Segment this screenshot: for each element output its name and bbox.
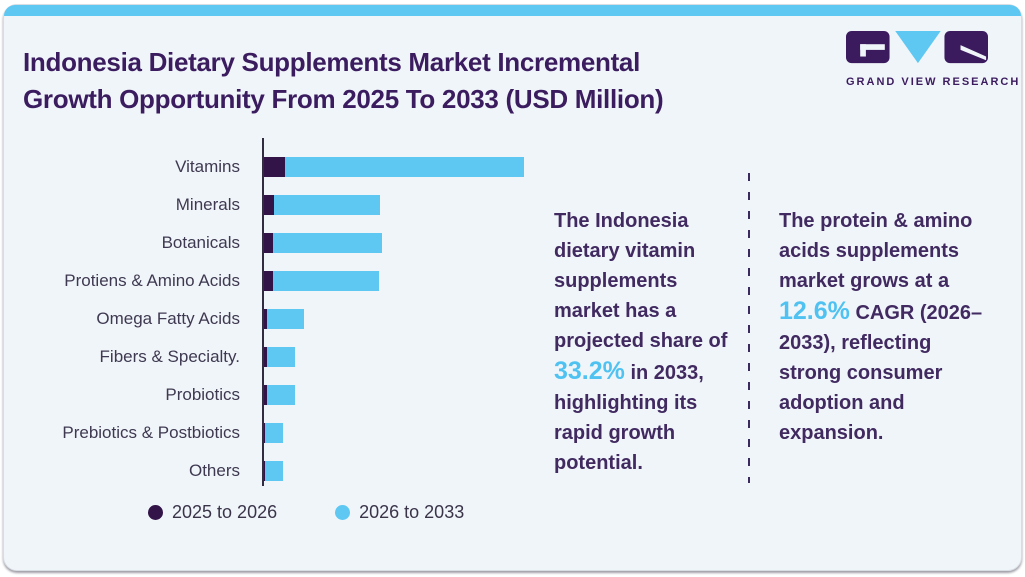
bar-track [264,233,382,253]
bar-segment-2025-to-2026 [264,423,265,443]
top-accent-strip [4,5,1021,16]
logo-g-notch-h [860,44,885,50]
bar-row: Prebiotics & Postbiotics [26,414,536,452]
bar-row: Botanicals [26,224,536,262]
bar-segment-2025-to-2026 [264,271,273,291]
category-label: Protiens & Amino Acids [64,271,240,290]
bar-segment-2025-to-2026 [264,347,267,367]
grand-view-research-logo: GRAND VIEW RESEARCH [846,29,1021,88]
legend-label: 2025 to 2026 [172,502,278,522]
bar-track [264,347,295,367]
bar-segment-2026-to-2033 [273,233,382,253]
insight-1-highlight: 33.2% [554,357,625,385]
bar-row: Fibers & Specialty. [26,338,536,376]
bar-segment-2025-to-2026 [264,233,273,253]
bar-segment-2026-to-2033 [273,271,379,291]
bar-segment-2026-to-2033 [267,309,304,329]
category-label: Botanicals [161,233,240,252]
dashed-divider [748,173,750,483]
category-label: Probiotics [165,385,240,404]
bar-segment-2026-to-2033 [265,423,283,443]
infographic-card: Indonesia Dietary Supplements Market Inc… [3,4,1022,571]
legend-item: 2025 to 2026 [148,502,277,523]
insight-text-protein: The protein & amino acids supplements ma… [779,206,997,448]
logo-v-triangle [895,30,941,64]
legend-dot [148,505,163,520]
title-line-1: Indonesia Dietary Supplements Market Inc… [23,47,641,78]
bar-track [264,309,304,329]
legend-dot [335,505,351,520]
insight-1-post: in 2033, highlighting its rapid growth p… [554,362,704,474]
bar-track [264,195,380,215]
gvr-logo-icon [846,30,988,64]
category-label: Prebiotics & Postbiotics [62,423,240,442]
bar-segment-2025-to-2026 [264,385,267,405]
bar-segment-2025-to-2026 [264,309,267,329]
bar-segment-2026-to-2033 [285,157,524,177]
category-label: Omega Fatty Acids [96,309,240,328]
title-line-2: Growth Opportunity From 2025 To 2033 (US… [23,84,664,115]
logo-g-notch-v [860,44,866,57]
legend-item: 2026 to 2033 [335,502,464,523]
bar-track [264,423,283,443]
category-label: Vitamins [175,157,240,176]
bar-rows: Vitamins Minerals Botanicals Protiens & Ami… [26,138,536,490]
insight-2-post: CAGR (2026–2033), reflecting strong cons… [779,302,983,444]
bar-row: Minerals [26,186,536,224]
category-label: Minerals [175,195,240,214]
bar-row: Protiens & Amino Acids [26,262,536,300]
bar-segment-2026-to-2033 [267,385,295,405]
bar-chart: Vitamins Minerals Botanicals Protiens & Ami… [26,138,536,523]
category-label: Fibers & Specialty. [99,347,240,366]
insight-text-vitamins: The Indonesia dietary vitamin supplement… [554,206,740,478]
bar-segment-2025-to-2026 [264,461,265,481]
bar-segment-2026-to-2033 [265,461,283,481]
logo-wordmark: GRAND VIEW RESEARCH [846,76,1021,88]
bar-track [264,461,283,481]
chart-axis-line [262,138,264,486]
legend-label: 2026 to 2033 [359,502,465,522]
insight-2-highlight: 12.6% [779,297,850,325]
bar-segment-2025-to-2026 [264,195,274,215]
bar-row: Vitamins [26,148,536,186]
bar-segment-2026-to-2033 [274,195,380,215]
bar-segment-2026-to-2033 [267,347,295,367]
insight-1-pre: The Indonesia dietary vitamin supplement… [554,210,728,352]
bar-row: Omega Fatty Acids [26,300,536,338]
logo-r-notch [960,45,987,61]
bar-track [264,271,379,291]
category-label: Others [188,461,240,480]
bar-row: Probiotics [26,376,536,414]
bar-track [264,385,295,405]
bar-track [264,157,524,177]
page-title: Indonesia Dietary Supplements Market Inc… [23,44,823,118]
insight-2-pre: The protein & amino acids supplements ma… [779,210,973,292]
bar-segment-2025-to-2026 [264,157,285,177]
chart-legend: 2025 to 2026 2026 to 2033 [148,502,536,523]
bar-row: Others [26,452,536,490]
